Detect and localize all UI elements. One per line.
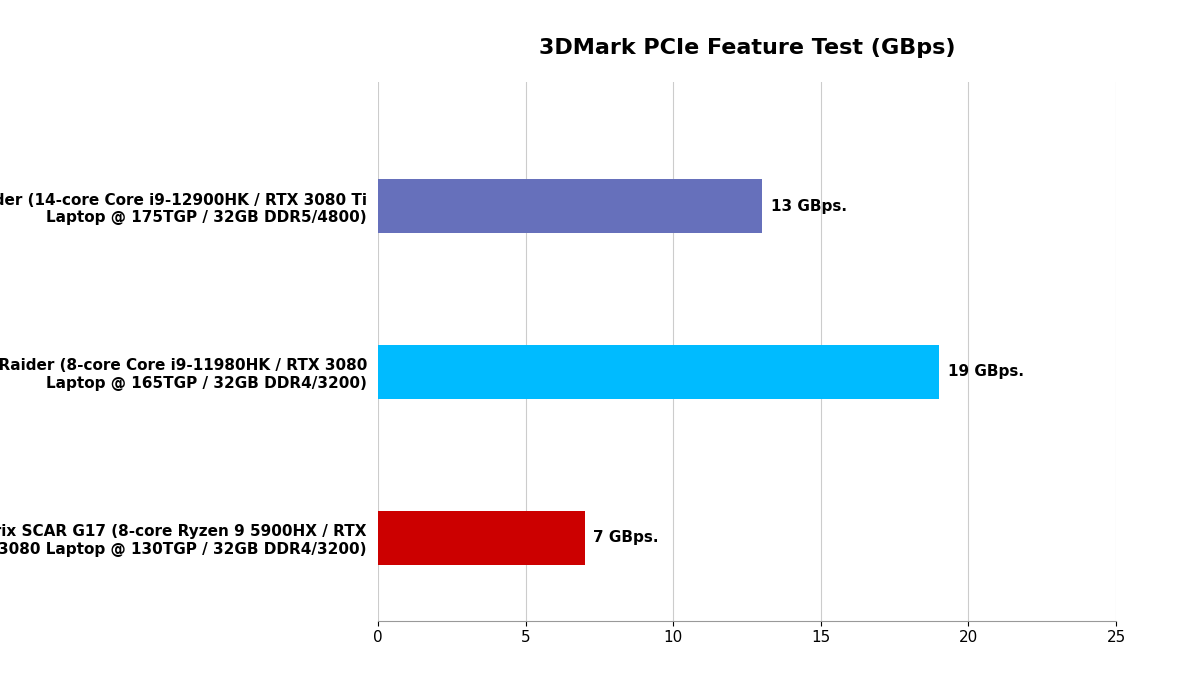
Text: 13 GBps.: 13 GBps. — [770, 198, 847, 213]
Bar — [378, 511, 584, 565]
Title: 3DMark PCIe Feature Test (GBps): 3DMark PCIe Feature Test (GBps) — [539, 38, 955, 58]
Bar — [378, 345, 938, 399]
Text: 19 GBps.: 19 GBps. — [948, 364, 1024, 379]
Text: 7 GBps.: 7 GBps. — [594, 530, 659, 545]
Bar — [378, 179, 762, 233]
